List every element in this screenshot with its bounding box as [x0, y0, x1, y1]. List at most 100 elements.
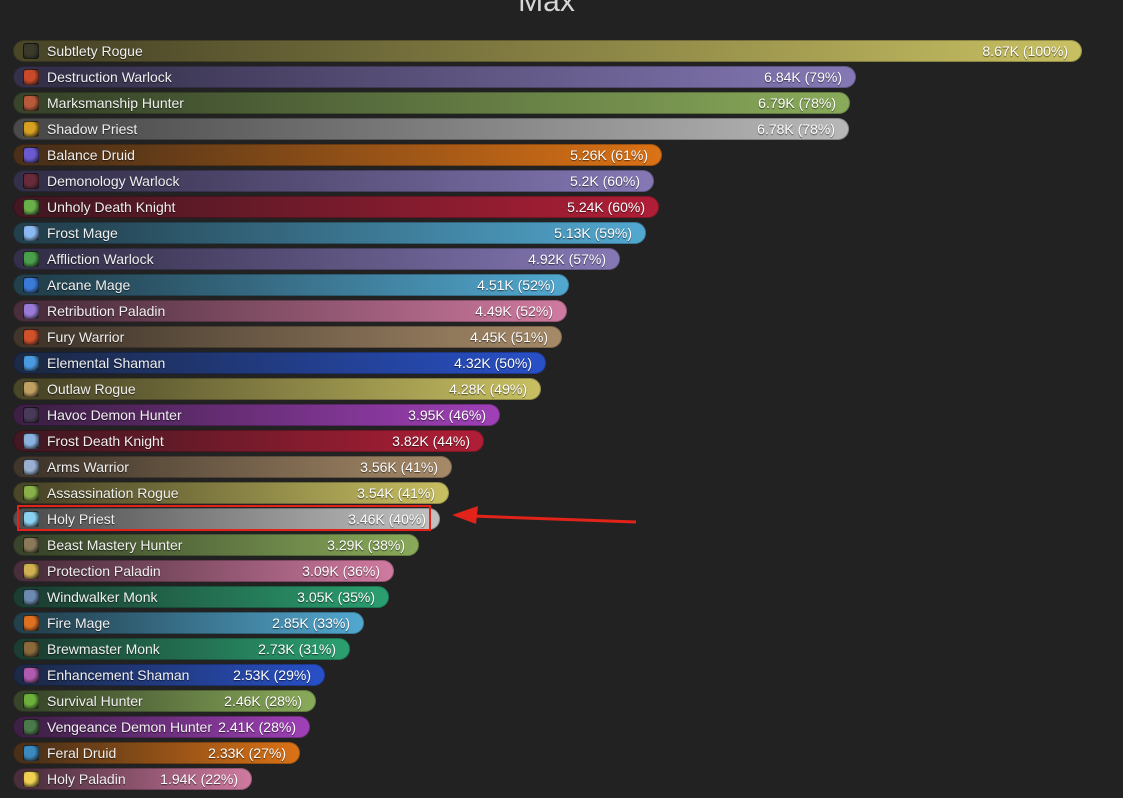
bar[interactable] — [13, 248, 620, 270]
spec-label: Subtlety Rogue — [47, 43, 143, 59]
bar[interactable] — [13, 638, 350, 660]
bar[interactable] — [13, 404, 500, 426]
bar[interactable] — [13, 300, 567, 322]
value-label: 4.32K (50%) — [454, 355, 532, 371]
balance-druid-icon — [23, 147, 39, 163]
bar[interactable] — [13, 352, 546, 374]
bar[interactable] — [13, 196, 659, 218]
arcane-mage-icon — [23, 277, 39, 293]
bar[interactable] — [13, 716, 310, 738]
outlaw-rogue-icon — [23, 381, 39, 397]
spec-label: Frost Death Knight — [47, 433, 164, 449]
bar[interactable] — [13, 508, 440, 530]
bar[interactable] — [13, 40, 1082, 62]
bar[interactable] — [13, 326, 562, 348]
spec-label: Balance Druid — [47, 147, 135, 163]
bar[interactable] — [13, 66, 856, 88]
fire-mage-icon — [23, 615, 39, 631]
spec-label: Retribution Paladin — [47, 303, 166, 319]
frost-mage-icon — [23, 225, 39, 241]
spec-label: Protection Paladin — [47, 563, 161, 579]
bar-row: Fire Mage 2.85K (33%) — [13, 612, 364, 634]
bar[interactable] — [13, 378, 541, 400]
bar-row: Windwalker Monk 3.05K (35%) — [13, 586, 389, 608]
havoc-demon-hunter-icon — [23, 407, 39, 423]
bar[interactable] — [13, 170, 654, 192]
bar-row: Survival Hunter 2.46K (28%) — [13, 690, 316, 712]
value-label: 5.26K (61%) — [570, 147, 648, 163]
bar[interactable] — [13, 534, 419, 556]
bar[interactable] — [13, 612, 364, 634]
bar-row: Elemental Shaman 4.32K (50%) — [13, 352, 546, 374]
bar[interactable] — [13, 222, 646, 244]
value-label: 2.33K (27%) — [208, 745, 286, 761]
value-label: 3.05K (35%) — [297, 589, 375, 605]
bar[interactable] — [13, 560, 394, 582]
unholy-death-knight-icon — [23, 199, 39, 215]
bar[interactable] — [13, 664, 325, 686]
bar[interactable] — [13, 430, 484, 452]
value-label: 3.82K (44%) — [392, 433, 470, 449]
vengeance-demon-hunter-icon — [23, 719, 39, 735]
marksmanship-hunter-icon — [23, 95, 39, 111]
bar[interactable] — [13, 586, 389, 608]
holy-paladin-icon — [23, 771, 39, 787]
bar[interactable] — [13, 690, 316, 712]
spec-label: Arcane Mage — [47, 277, 131, 293]
bar[interactable] — [13, 118, 849, 140]
bar-row: Beast Mastery Hunter 3.29K (38%) — [13, 534, 419, 556]
affliction-warlock-icon — [23, 251, 39, 267]
chart-title: Max — [518, 0, 575, 18]
bar[interactable] — [13, 274, 569, 296]
spec-label: Survival Hunter — [47, 693, 143, 709]
value-label: 8.67K (100%) — [982, 43, 1068, 59]
spec-label: Assassination Rogue — [47, 485, 179, 501]
value-label: 3.46K (40%) — [348, 511, 426, 527]
bar-row: Unholy Death Knight 5.24K (60%) — [13, 196, 659, 218]
spec-label: Elemental Shaman — [47, 355, 166, 371]
value-label: 3.29K (38%) — [327, 537, 405, 553]
value-label: 4.92K (57%) — [528, 251, 606, 267]
bar-row: Frost Death Knight 3.82K (44%) — [13, 430, 484, 452]
value-label: 2.53K (29%) — [233, 667, 311, 683]
survival-hunter-icon — [23, 693, 39, 709]
value-label: 2.85K (33%) — [272, 615, 350, 631]
bar-row: Destruction Warlock 6.84K (79%) — [13, 66, 856, 88]
bar-row: Feral Druid 2.33K (27%) — [13, 742, 300, 764]
shadow-priest-icon — [23, 121, 39, 137]
spec-label: Destruction Warlock — [47, 69, 172, 85]
bar-row: Holy Paladin 1.94K (22%) — [13, 768, 252, 790]
value-label: 6.79K (78%) — [758, 95, 836, 111]
value-label: 2.73K (31%) — [258, 641, 336, 657]
assassination-rogue-icon — [23, 485, 39, 501]
spec-label: Shadow Priest — [47, 121, 138, 137]
value-label: 4.49K (52%) — [475, 303, 553, 319]
value-label: 4.28K (49%) — [449, 381, 527, 397]
value-label: 6.84K (79%) — [764, 69, 842, 85]
bar-row: Retribution Paladin 4.49K (52%) — [13, 300, 567, 322]
bar[interactable] — [13, 92, 850, 114]
brewmaster-monk-icon — [23, 641, 39, 657]
frost-death-knight-icon — [23, 433, 39, 449]
value-label: 5.24K (60%) — [567, 199, 645, 215]
bar[interactable] — [13, 144, 662, 166]
bar[interactable] — [13, 742, 300, 764]
destruction-warlock-icon — [23, 69, 39, 85]
elemental-shaman-icon — [23, 355, 39, 371]
bar-row: Marksmanship Hunter 6.79K (78%) — [13, 92, 850, 114]
value-label: 3.54K (41%) — [357, 485, 435, 501]
bar-row: Affliction Warlock 4.92K (57%) — [13, 248, 620, 270]
spec-label: Fire Mage — [47, 615, 111, 631]
bar-row: Protection Paladin 3.09K (36%) — [13, 560, 394, 582]
bar[interactable] — [13, 456, 452, 478]
spec-label: Holy Priest — [47, 511, 115, 527]
bar[interactable] — [13, 768, 252, 790]
value-label: 5.13K (59%) — [554, 225, 632, 241]
spec-label: Outlaw Rogue — [47, 381, 136, 397]
bar-row: Balance Druid 5.26K (61%) — [13, 144, 662, 166]
bar-row: Brewmaster Monk 2.73K (31%) — [13, 638, 350, 660]
arms-warrior-icon — [23, 459, 39, 475]
bar[interactable] — [13, 482, 449, 504]
subtlety-rogue-icon — [23, 43, 39, 59]
holy-priest-icon — [23, 511, 39, 527]
